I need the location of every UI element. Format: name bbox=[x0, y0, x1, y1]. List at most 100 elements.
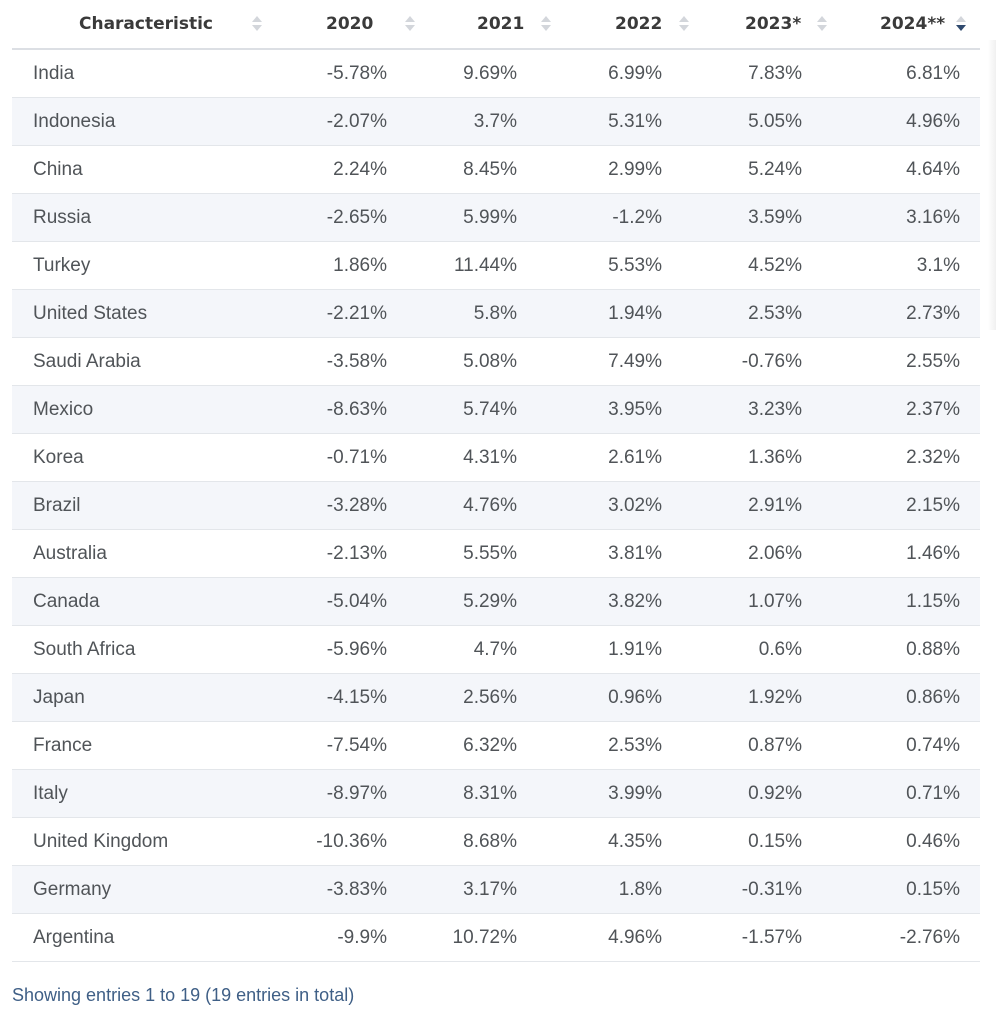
row-value-2024: 3.1% bbox=[834, 241, 980, 290]
column-header-label: 2022 bbox=[615, 14, 663, 34]
column-header-2022[interactable]: 2022 bbox=[550, 0, 689, 50]
table-row: Italy -8.97% 8.31% 3.99% 0.92% 0.71% bbox=[12, 769, 980, 818]
row-characteristic: Australia bbox=[12, 529, 212, 578]
row-value-2020: -2.07% bbox=[212, 97, 405, 146]
row-value-2023: 5.05% bbox=[688, 97, 834, 146]
row-value-2020: -3.83% bbox=[212, 865, 405, 914]
row-value-2023: 5.24% bbox=[688, 145, 834, 194]
scroll-shadow bbox=[988, 40, 996, 330]
column-header-2023[interactable]: 2023* bbox=[688, 0, 834, 50]
row-value-2020: 2.24% bbox=[212, 145, 405, 194]
row-value-2022: 3.81% bbox=[550, 529, 688, 578]
row-value-2023: 3.23% bbox=[688, 385, 834, 434]
row-value-2021: 3.17% bbox=[405, 865, 550, 914]
row-value-2020: -3.28% bbox=[212, 481, 405, 530]
row-characteristic: Mexico bbox=[12, 385, 212, 434]
sort-arrows-icon[interactable] bbox=[679, 15, 689, 33]
row-value-2021: 8.31% bbox=[405, 769, 550, 818]
row-value-2022: 2.53% bbox=[550, 721, 688, 770]
column-header-label: 2021 bbox=[477, 14, 525, 34]
sort-arrows-icon[interactable] bbox=[541, 15, 551, 33]
row-value-2021: 4.7% bbox=[405, 625, 550, 674]
column-header-2020[interactable]: 2020 bbox=[212, 0, 415, 50]
row-characteristic: United States bbox=[12, 289, 212, 338]
row-value-2020: 1.86% bbox=[212, 241, 405, 290]
row-value-2024: -2.76% bbox=[834, 913, 980, 962]
table-row: Russia -2.65% 5.99% -1.2% 3.59% 3.16% bbox=[12, 193, 980, 242]
row-characteristic: France bbox=[12, 721, 212, 770]
row-value-2021: 8.68% bbox=[405, 817, 550, 866]
row-value-2021: 11.44% bbox=[405, 241, 550, 290]
column-header-label: 2023* bbox=[745, 14, 802, 34]
row-value-2023: 0.87% bbox=[688, 721, 834, 770]
row-value-2023: -1.57% bbox=[688, 913, 834, 962]
row-value-2024: 0.46% bbox=[834, 817, 980, 866]
sort-arrows-icon[interactable] bbox=[817, 15, 827, 33]
row-value-2024: 0.86% bbox=[834, 673, 980, 722]
row-characteristic: Germany bbox=[12, 865, 212, 914]
table-row: China 2.24% 8.45% 2.99% 5.24% 4.64% bbox=[12, 145, 980, 194]
row-value-2024: 0.88% bbox=[834, 625, 980, 674]
row-value-2023: 0.92% bbox=[688, 769, 834, 818]
row-value-2021: 5.8% bbox=[405, 289, 550, 338]
row-value-2021: 8.45% bbox=[405, 145, 550, 194]
row-value-2022: 7.49% bbox=[550, 337, 688, 386]
row-characteristic: Brazil bbox=[12, 481, 212, 530]
table-row: Mexico -8.63% 5.74% 3.95% 3.23% 2.37% bbox=[12, 385, 980, 434]
column-header-2021[interactable]: 2021 bbox=[405, 0, 551, 50]
row-value-2020: -0.71% bbox=[212, 433, 405, 482]
row-value-2021: 9.69% bbox=[405, 49, 550, 98]
column-header-label: Characteristic bbox=[79, 14, 213, 34]
row-value-2023: 2.53% bbox=[688, 289, 834, 338]
table-row: Australia -2.13% 5.55% 3.81% 2.06% 1.46% bbox=[12, 529, 980, 578]
column-header-label: 2024** bbox=[880, 14, 946, 34]
table-row: Canada -5.04% 5.29% 3.82% 1.07% 1.15% bbox=[12, 577, 980, 626]
row-value-2023: 4.52% bbox=[688, 241, 834, 290]
row-characteristic: India bbox=[12, 49, 212, 98]
row-value-2022: 5.31% bbox=[550, 97, 688, 146]
column-header-characteristic[interactable]: Characteristic bbox=[12, 0, 262, 50]
row-value-2021: 4.31% bbox=[405, 433, 550, 482]
row-value-2023: 1.36% bbox=[688, 433, 834, 482]
row-value-2023: 2.06% bbox=[688, 529, 834, 578]
row-value-2020: -8.97% bbox=[212, 769, 405, 818]
sort-descending-icon[interactable] bbox=[956, 15, 966, 33]
row-characteristic: South Africa bbox=[12, 625, 212, 674]
table-row: Saudi Arabia -3.58% 5.08% 7.49% -0.76% 2.55% bbox=[12, 337, 980, 386]
row-value-2024: 2.55% bbox=[834, 337, 980, 386]
table-row: Brazil -3.28% 4.76% 3.02% 2.91% 2.15% bbox=[12, 481, 980, 530]
table-row: Turkey 1.86% 11.44% 5.53% 4.52% 3.1% bbox=[12, 241, 980, 290]
row-value-2023: 7.83% bbox=[688, 49, 834, 98]
row-value-2021: 4.76% bbox=[405, 481, 550, 530]
row-value-2022: 3.02% bbox=[550, 481, 688, 530]
row-value-2022: 3.99% bbox=[550, 769, 688, 818]
row-value-2020: -2.13% bbox=[212, 529, 405, 578]
row-value-2022: 4.35% bbox=[550, 817, 688, 866]
table-row: Argentina -9.9% 10.72% 4.96% -1.57% -2.76% bbox=[12, 913, 980, 962]
row-value-2020: -7.54% bbox=[212, 721, 405, 770]
row-value-2020: -5.96% bbox=[212, 625, 405, 674]
row-value-2022: 3.95% bbox=[550, 385, 688, 434]
table-row: United Kingdom -10.36% 8.68% 4.35% 0.15% 0.46… bbox=[12, 817, 980, 866]
row-value-2024: 4.96% bbox=[834, 97, 980, 146]
row-value-2024: 0.15% bbox=[834, 865, 980, 914]
table-row: Indonesia -2.07% 3.7% 5.31% 5.05% 4.96% bbox=[12, 97, 980, 146]
row-value-2023: -0.76% bbox=[688, 337, 834, 386]
row-characteristic: China bbox=[12, 145, 212, 194]
row-characteristic: Indonesia bbox=[12, 97, 212, 146]
row-value-2022: 0.96% bbox=[550, 673, 688, 722]
row-value-2024: 0.74% bbox=[834, 721, 980, 770]
row-value-2020: -3.58% bbox=[212, 337, 405, 386]
row-value-2021: 2.56% bbox=[405, 673, 550, 722]
row-value-2021: 6.32% bbox=[405, 721, 550, 770]
row-value-2021: 5.29% bbox=[405, 577, 550, 626]
row-value-2024: 4.64% bbox=[834, 145, 980, 194]
row-value-2024: 6.81% bbox=[834, 49, 980, 98]
row-value-2024: 3.16% bbox=[834, 193, 980, 242]
row-characteristic: Korea bbox=[12, 433, 212, 482]
column-header-2024[interactable]: 2024** bbox=[834, 0, 980, 50]
column-header-label: 2020 bbox=[326, 14, 374, 34]
row-value-2023: 1.07% bbox=[688, 577, 834, 626]
row-value-2021: 5.74% bbox=[405, 385, 550, 434]
table-row: France -7.54% 6.32% 2.53% 0.87% 0.74% bbox=[12, 721, 980, 770]
